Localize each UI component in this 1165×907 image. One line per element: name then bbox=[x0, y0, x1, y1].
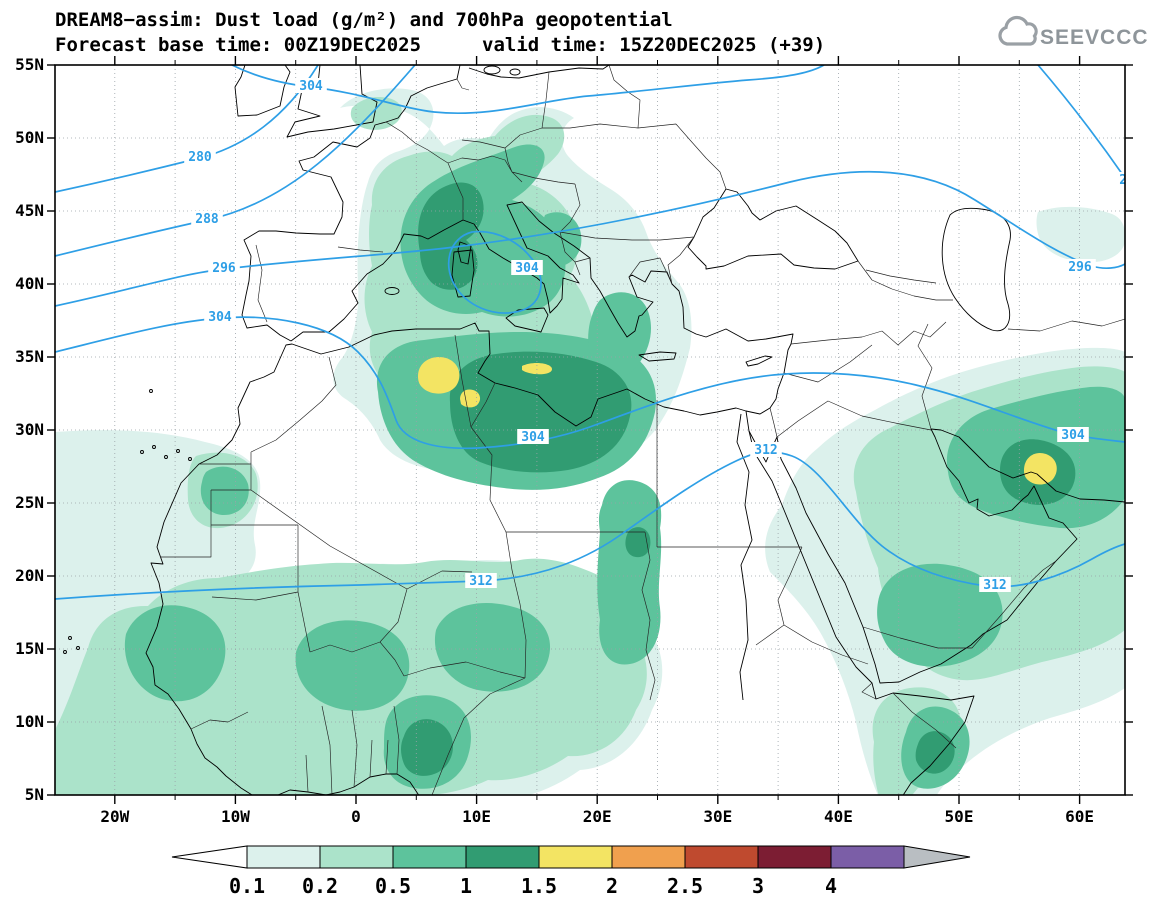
contour-label-gap bbox=[184, 149, 216, 164]
colorbar-segment bbox=[392, 845, 467, 869]
lat-axis-label: 15N bbox=[15, 639, 44, 658]
colorbar-segment bbox=[319, 845, 394, 869]
lon-axis-label: 60E bbox=[1065, 807, 1094, 826]
contour-label: 304 bbox=[515, 261, 539, 276]
contour-label-gap bbox=[204, 309, 236, 324]
contour-label: 296 bbox=[1068, 260, 1092, 275]
lat-axis-label: 5N bbox=[25, 785, 44, 804]
lon-axis-label: 30E bbox=[703, 807, 732, 826]
lat-axis-label: 55N bbox=[15, 55, 44, 74]
contour-label: 280 bbox=[188, 150, 212, 165]
contour-label: 288 bbox=[1119, 173, 1143, 188]
coastline-arabia bbox=[745, 410, 1078, 684]
colorbar-segment bbox=[246, 845, 321, 869]
seevccc-logo: SEEVCCC bbox=[998, 15, 1149, 49]
contour-label: 304 bbox=[299, 79, 323, 94]
coastline-baltic bbox=[468, 65, 610, 79]
cloud-icon bbox=[998, 15, 1038, 46]
colorbar-right-arrow bbox=[903, 845, 971, 869]
contour-label-gap bbox=[465, 573, 497, 588]
logo-text: SEEVCCC bbox=[1040, 26, 1149, 49]
country-borders-africa bbox=[160, 334, 957, 795]
contour-label: 312 bbox=[983, 578, 1006, 593]
country-borders-europe bbox=[255, 65, 727, 323]
lon-axis-label: 40E bbox=[824, 807, 853, 826]
contour-label-gap bbox=[1115, 172, 1125, 187]
contour-label: 304 bbox=[521, 430, 545, 445]
contour-label-gap bbox=[511, 260, 543, 275]
lon-axis-label: 50E bbox=[945, 807, 974, 826]
contour-label: 312 bbox=[754, 443, 777, 458]
contour-label: 312 bbox=[469, 574, 492, 589]
valid-time: valid time: 15Z20DEC2025 (+39) bbox=[482, 34, 825, 56]
colorbar-segment bbox=[465, 845, 540, 869]
graticule bbox=[55, 65, 1125, 795]
forecast-base-time: Forecast base time: 00Z19DEC2025 bbox=[55, 34, 421, 56]
lat-axis-label: 50N bbox=[15, 128, 44, 147]
colorbar-tick-label: 0.5 bbox=[375, 874, 411, 898]
colorbar-tick-label: 4 bbox=[825, 874, 837, 898]
lat-axis-label: 10N bbox=[15, 712, 44, 731]
lat-axis-label: 30N bbox=[15, 420, 44, 439]
lon-axis-label: 0 bbox=[351, 807, 361, 826]
lat-axis-label: 35N bbox=[15, 347, 44, 366]
geopotential-layer: 280 288 296 304 304 304 304 312 312 312 304 296 288 bbox=[55, 65, 1143, 600]
contour-label-gap bbox=[979, 577, 1011, 592]
colorbar-tick-label: 2 bbox=[606, 874, 618, 898]
dust-fill-layer bbox=[55, 88, 1125, 795]
contour-label: 296 bbox=[212, 261, 236, 276]
contour-label: 304 bbox=[1061, 428, 1085, 443]
coastline-ireland bbox=[234, 65, 291, 117]
lat-axis-label: 40N bbox=[15, 274, 44, 293]
caspian-sea bbox=[941, 207, 1011, 332]
colorbar-segment bbox=[757, 845, 832, 869]
lat-axis-label: 25N bbox=[15, 493, 44, 512]
contour-label-gap bbox=[191, 211, 223, 226]
colorbar-tick-label: 2.5 bbox=[667, 874, 703, 898]
colorbar-tick-label: 1 bbox=[460, 874, 472, 898]
colorbar-tick-label: 1.5 bbox=[521, 874, 557, 898]
contour-label-gap bbox=[1064, 259, 1096, 274]
colorbar-tick-label: 0.1 bbox=[229, 874, 265, 898]
coastline-europe-atlantic bbox=[241, 65, 461, 342]
lon-axis-label: 10W bbox=[221, 807, 250, 826]
lon-axis-label: 10E bbox=[462, 807, 491, 826]
islands bbox=[63, 65, 773, 654]
chart-title: DREAM8−assim: Dust load (g/m²) and 700hP… bbox=[55, 9, 673, 31]
colorbar-left-arrow bbox=[171, 845, 248, 869]
coastline-iran-south bbox=[930, 428, 1125, 503]
contour-label: 288 bbox=[195, 212, 219, 227]
colorbar-tick-label: 3 bbox=[752, 874, 764, 898]
contour-288-northeast bbox=[1037, 65, 1125, 179]
dust-fill-level-1p5 bbox=[418, 356, 1057, 485]
contour-label-gap bbox=[750, 442, 782, 457]
contour-304-mediterranean-loop bbox=[447, 230, 542, 314]
colorbar-segment bbox=[538, 845, 613, 869]
contour-280 bbox=[55, 65, 319, 193]
dust-fill-level-1 bbox=[401, 182, 1076, 776]
colorbar-tick-label: 0.2 bbox=[302, 874, 338, 898]
contour-label-gap bbox=[517, 429, 549, 444]
contour-label-gap bbox=[208, 260, 240, 275]
colorbar-segment bbox=[684, 845, 759, 869]
axis-ticks-and-labels: 55N 50N 45N 40N 35N 30N 25N 20N 15N 10N 5N 20W 10W 0 1… bbox=[15, 55, 1133, 826]
contour-labels: 280 288 296 304 304 304 304 312 312 312 304 296 288 bbox=[184, 78, 1143, 593]
contour-label: 304 bbox=[208, 310, 232, 325]
lon-axis-label: 20W bbox=[100, 807, 129, 826]
dust-load-colorbar: 0.1 0.2 0.5 1 1.5 2 2.5 3 4 bbox=[171, 845, 971, 898]
country-borders-middle-east bbox=[769, 260, 1125, 649]
lat-axis-label: 20N bbox=[15, 566, 44, 585]
colorbar-segment bbox=[611, 845, 686, 869]
lon-axis-label: 20E bbox=[583, 807, 612, 826]
contour-label-gap bbox=[295, 78, 327, 93]
lat-axis-label: 45N bbox=[15, 201, 44, 220]
colorbar-segment bbox=[830, 845, 905, 869]
contour-label-gap bbox=[1057, 427, 1089, 442]
